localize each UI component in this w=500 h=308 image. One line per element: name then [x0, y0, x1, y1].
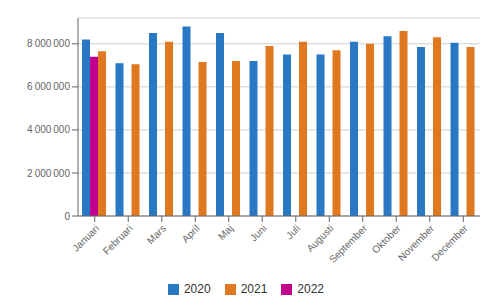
html-text:2020: 2020	[183, 282, 211, 296]
svg-text:Juli: Juli	[284, 223, 302, 241]
svg-text:Augusti: Augusti	[304, 223, 335, 254]
svg-text:0: 0	[64, 211, 70, 222]
svg-text:Januari: Januari	[70, 223, 101, 254]
svg-text:April: April	[180, 223, 202, 245]
html-text:2021: 2021	[240, 282, 268, 296]
svg-text:December: December	[429, 222, 470, 263]
svg-text:Oktober: Oktober	[370, 222, 403, 255]
svg-text:Mars: Mars	[145, 223, 169, 247]
svg-text:8 000 000: 8 000 000	[27, 38, 70, 49]
svg-text:November: November	[395, 222, 437, 264]
svg-text:6 000 000: 6 000 000	[27, 81, 70, 92]
html-text:2022: 2022	[297, 282, 324, 296]
svg-text:2 000 000: 2 000 000	[27, 168, 70, 179]
svg-text:Juni: Juni	[248, 223, 269, 244]
svg-text:Maj: Maj	[216, 223, 235, 242]
svg-text:4 000 000: 4 000 000	[27, 124, 70, 135]
svg-text:September: September	[327, 222, 370, 265]
svg-text:Februari: Februari	[101, 223, 135, 257]
